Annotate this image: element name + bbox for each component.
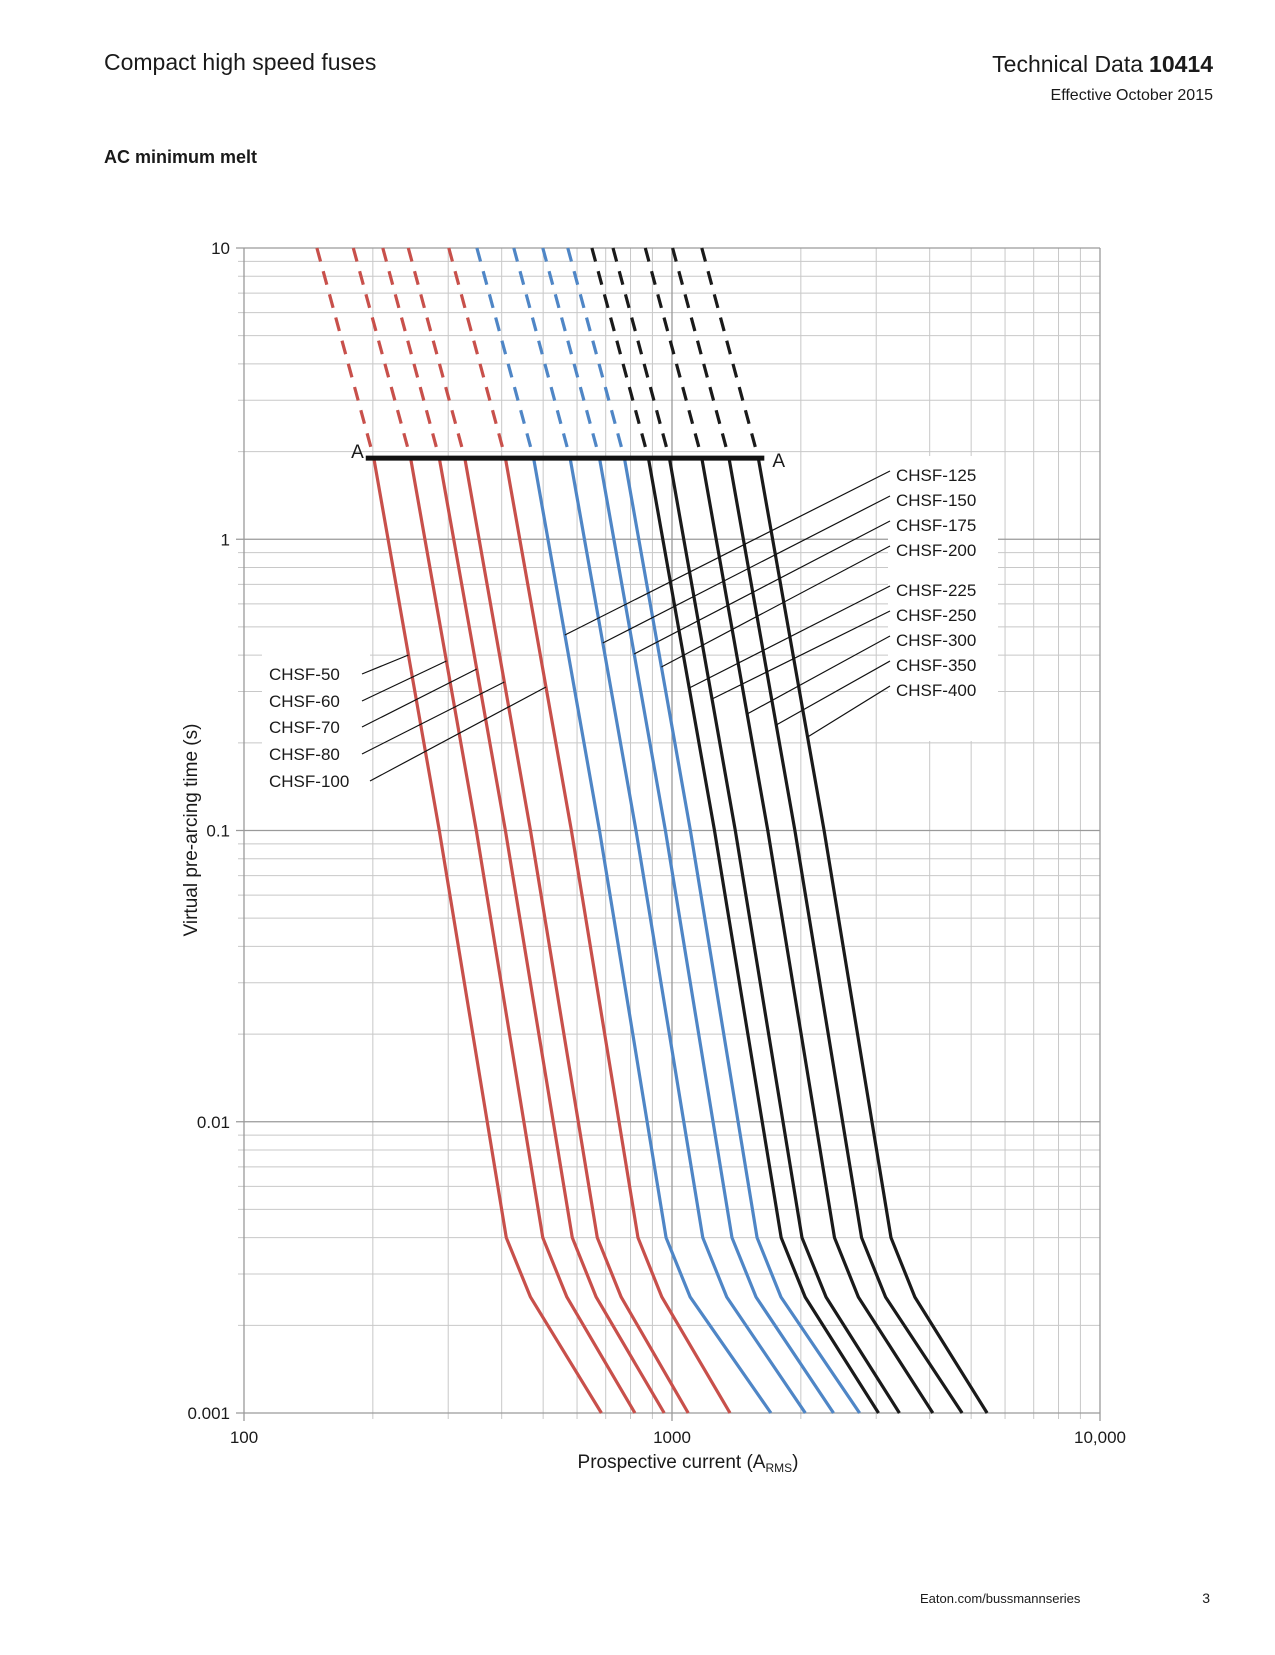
curve-extension xyxy=(315,247,376,459)
leader-line xyxy=(633,520,891,655)
curve-extension xyxy=(590,247,650,459)
series-label: CHSF-150 xyxy=(896,491,976,510)
leader-line xyxy=(661,545,891,668)
x-tick-label: 100 xyxy=(230,1428,258,1447)
series-label: CHSF-80 xyxy=(269,745,340,764)
leader-line xyxy=(361,654,409,675)
curve xyxy=(568,457,807,1414)
series-label: CHSF-225 xyxy=(896,581,976,600)
leader-line xyxy=(711,610,891,700)
curve-extension xyxy=(700,247,760,459)
x-label-sub: RMS xyxy=(765,1461,792,1475)
label-bg xyxy=(262,652,370,794)
series-label: CHSF-50 xyxy=(269,665,340,684)
y-tick-label: 0.001 xyxy=(187,1404,230,1423)
curve xyxy=(727,457,964,1414)
curve xyxy=(667,457,901,1414)
series-label: CHSF-300 xyxy=(896,631,976,650)
series-label: CHSF-70 xyxy=(269,718,340,737)
leader-line xyxy=(564,470,891,636)
curve-extension xyxy=(447,247,507,459)
label-bg xyxy=(888,456,998,741)
curve xyxy=(372,457,603,1414)
leader-line xyxy=(688,585,891,689)
leader-line xyxy=(361,660,447,702)
leader-line xyxy=(775,660,891,726)
curve-extension xyxy=(611,247,671,459)
curve xyxy=(622,457,861,1414)
series-label: CHSF-400 xyxy=(896,681,976,700)
plot: 100 1000 10,000 0.001 0.01 0.1 1 10 A A CHSF-50 CHS… xyxy=(187,239,1126,1447)
footer-page: 3 xyxy=(1202,1590,1210,1606)
leader-line xyxy=(746,635,891,715)
curve-extension xyxy=(671,247,731,459)
series-label: CHSF-100 xyxy=(269,772,349,791)
curve xyxy=(503,457,732,1414)
curve-extension xyxy=(381,247,441,459)
header-title: Compact high speed fuses xyxy=(104,49,376,75)
series-label: CHSF-350 xyxy=(896,656,976,675)
leader-line xyxy=(361,668,477,728)
curve xyxy=(700,457,935,1414)
leader-line xyxy=(807,685,891,738)
leader-line xyxy=(602,495,891,644)
series-label: CHSF-60 xyxy=(269,692,340,711)
label-boxes xyxy=(262,456,998,794)
chart-title: AC minimum melt xyxy=(104,147,257,167)
y-tick-label: 0.1 xyxy=(206,822,230,841)
curve-extension xyxy=(406,247,467,459)
y-tick-label: 1 xyxy=(221,530,230,549)
curve xyxy=(437,457,666,1414)
series-label: CHSF-125 xyxy=(896,466,976,485)
series-label: CHSF-250 xyxy=(896,606,976,625)
header-effective: Effective October 2015 xyxy=(1051,87,1214,104)
curve-extension xyxy=(541,247,602,459)
a-label: A xyxy=(772,451,785,472)
curve xyxy=(409,457,637,1414)
x-label-end: ) xyxy=(792,1452,798,1473)
leader-line xyxy=(369,686,547,782)
series-label: CHSF-200 xyxy=(896,541,976,560)
footer-url: Eaton.com/bussmannseries xyxy=(920,1591,1081,1606)
a-label: A xyxy=(351,442,364,463)
curve-extension xyxy=(351,247,413,459)
y-tick-label: 0.01 xyxy=(197,1113,230,1132)
y-tick-label: 10 xyxy=(211,239,230,258)
curve xyxy=(756,457,989,1414)
series-label: CHSF-175 xyxy=(896,516,976,535)
curve xyxy=(646,457,880,1414)
x-label-main: Prospective current (A xyxy=(578,1452,766,1473)
curve-extension xyxy=(643,247,704,459)
curve xyxy=(532,457,773,1414)
x-tick-label: 10,000 xyxy=(1074,1428,1126,1447)
x-tick-label: 1000 xyxy=(653,1428,691,1447)
curve xyxy=(597,457,835,1414)
x-axis-label: Prospective current (ARMS) xyxy=(578,1452,799,1475)
doc-number: 10414 xyxy=(1149,51,1213,77)
y-axis-label: Virtual pre-arcing time (s) xyxy=(181,724,202,937)
leader-line xyxy=(361,681,505,755)
curve-extension xyxy=(512,247,572,459)
curve-extension xyxy=(566,247,626,459)
curve-extension xyxy=(475,247,536,459)
doc-name: Technical Data xyxy=(992,51,1143,77)
header-doc: Technical Data 10414 xyxy=(992,51,1213,77)
